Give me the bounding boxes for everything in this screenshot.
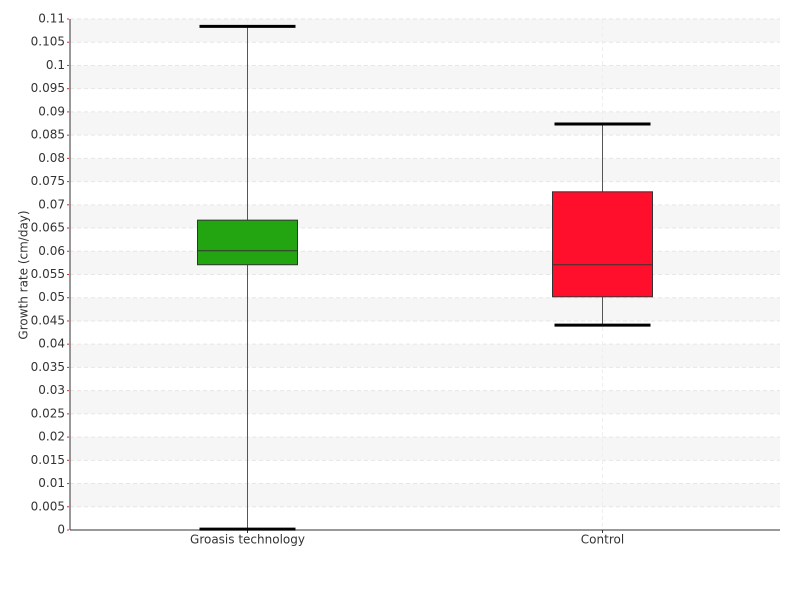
- box: [197, 219, 298, 266]
- y-tick-label: 0.085: [31, 128, 65, 142]
- grid-band: [70, 297, 780, 321]
- y-tick-label: 0.005: [31, 499, 65, 513]
- y-tick-label: 0.015: [31, 453, 65, 467]
- y-tick-label: 0.06: [38, 244, 65, 258]
- y-tick-label: 0: [57, 523, 65, 537]
- grid-band: [70, 19, 780, 43]
- y-tick-label: 0.11: [38, 12, 65, 26]
- y-tick-label: 0.03: [38, 383, 65, 397]
- grid-band: [70, 111, 780, 136]
- y-tick-label: 0.075: [31, 174, 65, 188]
- grid-band: [70, 437, 780, 461]
- y-tick-label: 0.01: [38, 476, 65, 490]
- y-tick-label: 0.095: [31, 81, 65, 95]
- y-tick-label: 0.07: [38, 197, 65, 211]
- y-tick-label: 0.1: [46, 58, 65, 72]
- y-axis-label: Growth rate (cm/day): [17, 210, 31, 339]
- y-tick-label: 0.045: [31, 313, 65, 327]
- x-tick-label: Control: [581, 533, 624, 547]
- grid-band: [70, 204, 780, 229]
- y-tick-label: 0.025: [31, 406, 65, 420]
- x-tick-label: Groasis technology: [190, 533, 305, 547]
- y-tick-label: 0.055: [31, 267, 65, 281]
- box: [552, 191, 653, 298]
- y-tick-label: 0.05: [38, 290, 65, 304]
- y-tick-label: 0.09: [38, 104, 65, 118]
- y-tick-label: 0.04: [38, 337, 65, 351]
- grid-band: [70, 65, 780, 89]
- y-tick-label: 0.105: [31, 35, 65, 49]
- grid-band: [70, 483, 780, 507]
- grid-band: [70, 158, 780, 182]
- grid-band: [70, 251, 780, 275]
- y-tick-label: 0.02: [38, 430, 65, 444]
- grid-band: [70, 344, 780, 368]
- y-tick-label: 0.065: [31, 221, 65, 235]
- grid-band: [70, 390, 780, 414]
- y-tick-label: 0.08: [38, 151, 65, 165]
- y-tick-label: 0.035: [31, 360, 65, 374]
